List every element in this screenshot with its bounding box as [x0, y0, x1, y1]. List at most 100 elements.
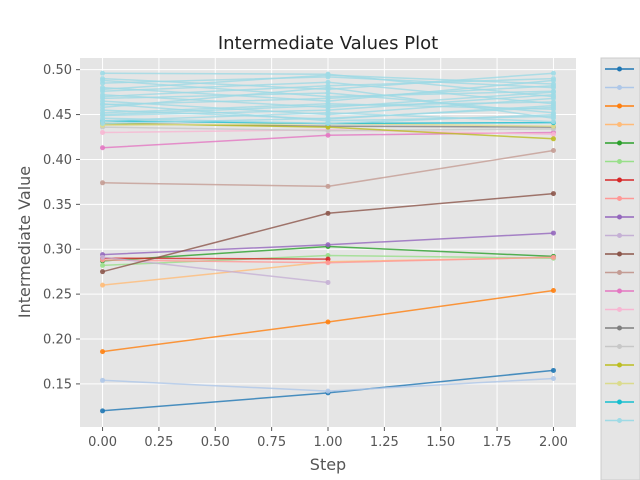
data-point	[325, 256, 331, 262]
series-39	[100, 99, 556, 118]
data-point	[100, 145, 106, 151]
series-1	[100, 376, 556, 394]
y-tick-label: 0.25	[43, 288, 72, 303]
legend-marker	[617, 159, 622, 164]
legend-entry	[605, 362, 634, 368]
legend-marker	[617, 288, 622, 294]
data-point	[550, 191, 556, 197]
data-point	[325, 210, 331, 216]
data-point	[550, 70, 556, 76]
y-tick-label: 0.20	[43, 333, 72, 348]
data-point	[550, 88, 556, 94]
data-point	[550, 367, 556, 373]
y-tick-label: 0.30	[43, 243, 72, 258]
data-point	[325, 319, 331, 325]
data-point	[325, 279, 331, 285]
legend-marker	[617, 270, 622, 275]
legend-box	[600, 57, 640, 480]
data-point	[550, 131, 556, 137]
data-point	[325, 118, 331, 124]
data-point	[325, 72, 331, 78]
legend-entry	[605, 307, 634, 312]
legend-marker	[617, 140, 622, 146]
data-point	[100, 262, 106, 268]
legend-marker	[617, 251, 622, 257]
series-36	[100, 77, 556, 100]
legend-marker	[617, 122, 622, 127]
x-axis-label: Step	[310, 455, 346, 474]
legend-entry	[605, 66, 634, 72]
legend-marker	[617, 344, 622, 349]
legend-marker	[617, 66, 622, 72]
legend-marker	[617, 214, 622, 220]
legend-marker	[617, 233, 622, 238]
data-point	[325, 90, 331, 96]
data-point	[550, 230, 556, 236]
data-point	[325, 79, 331, 85]
y-axis-label: Intermediate Value	[15, 166, 34, 318]
legend-marker	[617, 418, 622, 423]
x-tick-label: 2.00	[539, 435, 568, 450]
data-point	[325, 128, 331, 134]
legend-entry	[605, 214, 634, 220]
legend-entry	[605, 159, 634, 164]
x-tick-label: 0.00	[88, 435, 117, 450]
y-axis: 0.15 0.20 0.25 0.30 0.35 0.40 0.45 0.50	[43, 63, 80, 392]
data-point	[100, 282, 106, 288]
series-8	[100, 230, 556, 258]
legend-marker	[617, 307, 622, 312]
legend-marker	[617, 103, 622, 109]
legend-marker	[617, 381, 622, 386]
legend-entry	[605, 418, 634, 423]
legend-entry	[605, 399, 634, 405]
x-tick-label: 0.75	[257, 435, 286, 450]
legend-entry	[605, 233, 634, 238]
series-layer	[100, 70, 556, 414]
x-tick-label: 1.75	[483, 435, 512, 450]
legend-entry	[605, 344, 634, 349]
data-point	[550, 288, 556, 294]
series-line	[102, 257, 329, 260]
data-point	[550, 123, 556, 129]
data-point	[325, 388, 331, 394]
data-point	[100, 70, 106, 76]
data-point	[325, 253, 331, 259]
x-tick-label: 1.00	[314, 435, 343, 450]
legend	[600, 57, 640, 480]
series-38	[100, 101, 556, 124]
data-point	[550, 76, 556, 82]
legend-entry	[605, 85, 634, 90]
legend-marker	[617, 85, 622, 90]
data-point	[325, 103, 331, 109]
data-point	[100, 377, 106, 383]
x-tick-label: 1.25	[370, 435, 399, 450]
data-point	[100, 101, 106, 107]
y-tick-label: 0.45	[43, 108, 72, 123]
legend-entry	[605, 103, 634, 109]
x-tick-label: 0.50	[201, 435, 230, 450]
data-point	[550, 136, 556, 142]
data-point	[100, 121, 106, 127]
data-point	[100, 94, 106, 100]
data-point	[100, 349, 106, 355]
data-point	[100, 408, 106, 414]
x-tick-label: 0.25	[144, 435, 173, 450]
legend-entry	[605, 177, 634, 183]
data-point	[100, 254, 106, 260]
x-axis: 0.00 0.25 0.50 0.75 1.00 1.25 1.50 1.75 2.00	[88, 427, 568, 450]
data-point	[100, 180, 106, 186]
data-point	[325, 260, 331, 266]
y-tick-label: 0.15	[43, 377, 72, 392]
data-point	[550, 104, 556, 110]
chart-title: Intermediate Values Plot	[218, 33, 438, 54]
legend-entry	[605, 270, 634, 275]
series-2	[100, 288, 556, 355]
data-point	[550, 95, 556, 101]
x-tick-label: 1.50	[426, 435, 455, 450]
data-point	[325, 132, 331, 138]
data-point	[325, 94, 331, 100]
data-point	[325, 124, 331, 130]
legend-marker	[617, 196, 622, 201]
series-11	[100, 147, 556, 189]
data-point	[550, 376, 556, 382]
